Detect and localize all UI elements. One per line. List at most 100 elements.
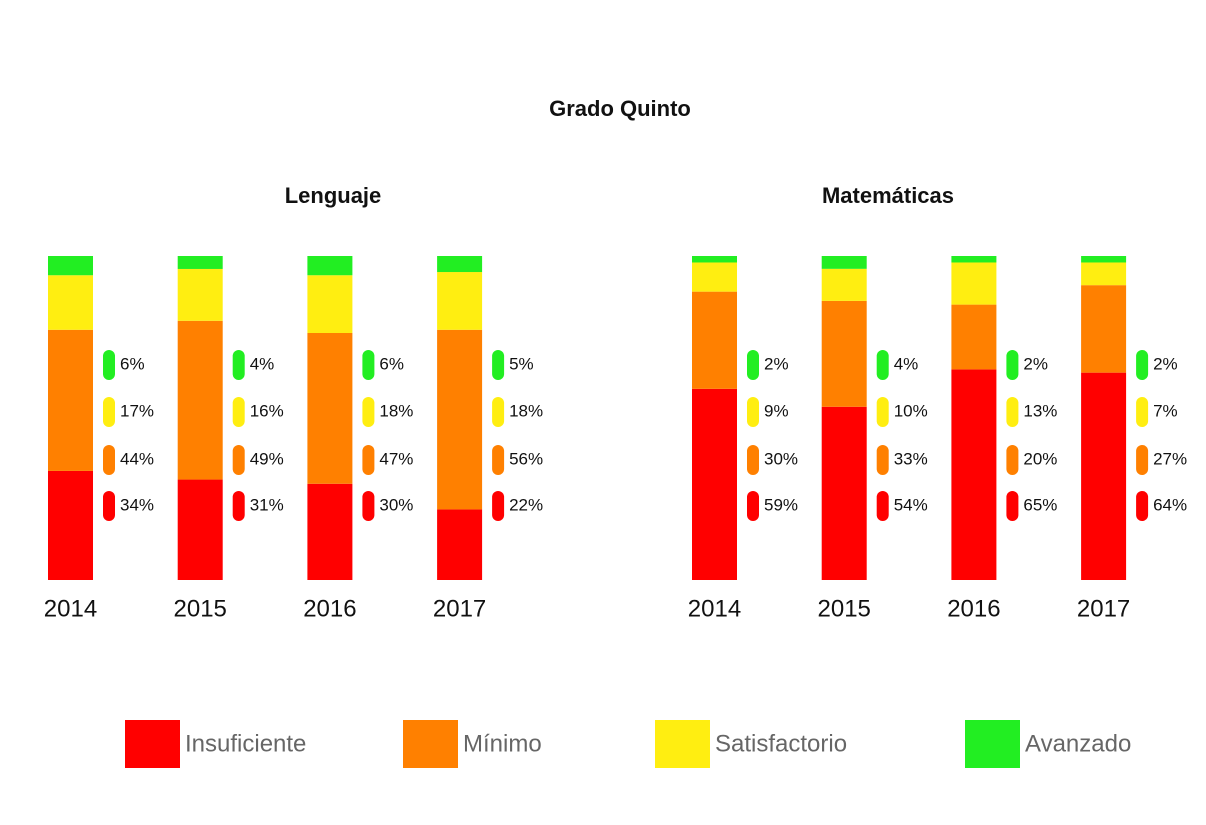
x-tick-label: 2016: [947, 595, 1000, 622]
value-label: 59%: [764, 495, 798, 514]
bar-segment: [1081, 262, 1127, 286]
legend-label: Insuficiente: [185, 730, 306, 757]
value-label: 30%: [764, 449, 798, 468]
x-tick-label: 2015: [174, 595, 227, 622]
value-label: 2%: [764, 354, 789, 373]
legend-label: Avanzado: [1025, 730, 1131, 757]
bar-segment: [437, 272, 483, 330]
bar-segment: [48, 275, 93, 330]
value-label: 31%: [250, 495, 284, 514]
chart-title: Matemáticas: [822, 183, 954, 208]
label-marker: [1006, 350, 1019, 380]
value-label: 64%: [1153, 495, 1187, 514]
bar-segment: [951, 304, 997, 370]
label-marker: [362, 491, 375, 521]
x-tick-label: 2016: [303, 595, 356, 622]
value-label: 18%: [379, 401, 413, 420]
value-label: 17%: [120, 401, 154, 420]
value-label: 33%: [894, 449, 928, 468]
bar-segment: [1081, 372, 1127, 580]
label-marker: [1136, 445, 1149, 475]
bar-segment: [437, 509, 483, 580]
value-label: 10%: [894, 401, 928, 420]
bar-segment: [951, 256, 997, 263]
label-marker: [492, 350, 505, 380]
legend-swatch: [403, 720, 458, 768]
value-label: 13%: [1023, 401, 1057, 420]
bar-segment: [307, 275, 353, 333]
label-marker: [876, 350, 889, 380]
value-label: 5%: [509, 354, 534, 373]
label-marker: [1006, 491, 1019, 521]
value-label: 16%: [250, 401, 284, 420]
value-label: 34%: [120, 495, 154, 514]
legend-swatch: [655, 720, 710, 768]
label-marker: [1006, 397, 1019, 427]
x-tick-label: 2017: [433, 595, 486, 622]
value-label: 54%: [894, 495, 928, 514]
bar-segment: [692, 256, 737, 263]
label-marker: [747, 350, 759, 380]
label-marker: [747, 397, 759, 427]
value-label: 44%: [120, 449, 154, 468]
label-marker: [1136, 350, 1149, 380]
bar-segment: [821, 256, 867, 269]
bar-segment: [951, 369, 997, 580]
value-label: 7%: [1153, 401, 1178, 420]
bar-segment: [48, 470, 93, 580]
value-label: 18%: [509, 401, 543, 420]
label-marker: [232, 445, 245, 475]
label-marker: [232, 491, 245, 521]
bar-segment: [1081, 285, 1127, 373]
bar-segment: [177, 479, 223, 580]
bar-segment: [177, 256, 223, 269]
bar-segment: [48, 256, 93, 276]
label-marker: [362, 350, 375, 380]
label-marker: [103, 350, 115, 380]
value-label: 27%: [1153, 449, 1187, 468]
label-marker: [1006, 445, 1019, 475]
legend-swatch: [125, 720, 180, 768]
bar-segment: [821, 268, 867, 301]
legend-swatch: [965, 720, 1020, 768]
value-label: 30%: [379, 495, 413, 514]
page-title: Grado Quinto: [549, 96, 691, 121]
bar-segment: [307, 332, 353, 484]
label-marker: [232, 350, 245, 380]
legend-label: Mínimo: [463, 730, 542, 757]
value-label: 4%: [250, 354, 275, 373]
value-label: 6%: [379, 354, 404, 373]
label-marker: [876, 445, 889, 475]
bar-segment: [821, 300, 867, 407]
label-marker: [876, 397, 889, 427]
label-marker: [492, 491, 505, 521]
x-tick-label: 2015: [818, 595, 871, 622]
value-label: 65%: [1023, 495, 1057, 514]
bar-segment: [307, 483, 353, 580]
bar-segment: [1081, 256, 1127, 263]
bar-segment: [692, 388, 737, 580]
x-tick-label: 2014: [688, 595, 741, 622]
bar-segment: [951, 262, 997, 305]
value-label: 49%: [250, 449, 284, 468]
bar-segment: [692, 262, 737, 292]
value-label: 22%: [509, 495, 543, 514]
label-marker: [362, 397, 375, 427]
x-tick-label: 2014: [44, 595, 97, 622]
value-label: 2%: [1153, 354, 1178, 373]
value-label: 6%: [120, 354, 145, 373]
value-label: 56%: [509, 449, 543, 468]
label-marker: [103, 397, 115, 427]
label-marker: [103, 445, 115, 475]
bar-segment: [307, 256, 353, 276]
label-marker: [362, 445, 375, 475]
bar-segment: [177, 268, 223, 321]
bar-segment: [821, 406, 867, 580]
label-marker: [1136, 397, 1149, 427]
label-marker: [747, 445, 759, 475]
label-marker: [1136, 491, 1149, 521]
label-marker: [492, 445, 505, 475]
legend-label: Satisfactorio: [715, 730, 847, 757]
bar-segment: [437, 256, 483, 273]
